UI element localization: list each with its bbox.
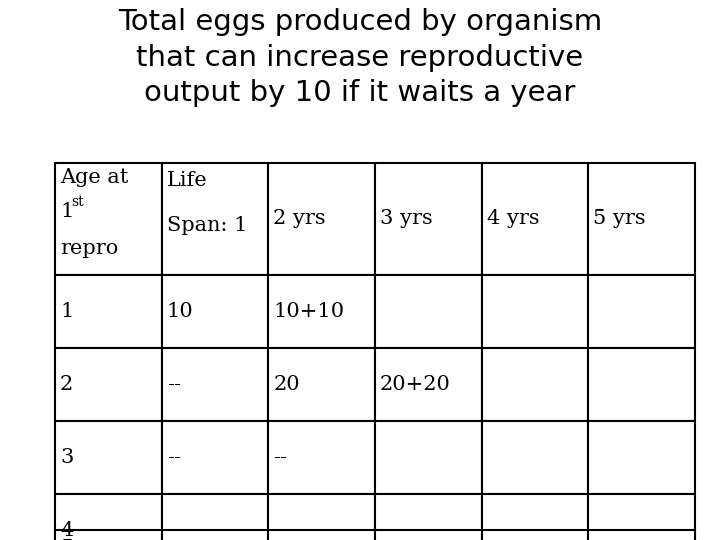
Bar [588,348,695,421]
Text: 3 yrs: 3 yrs [380,210,433,228]
Text: 2 yrs: 2 yrs [274,210,326,228]
Text: 2: 2 [60,375,73,394]
Bar [269,421,375,494]
Bar [375,530,482,540]
Text: 4: 4 [60,521,73,540]
Bar [482,163,588,275]
Text: --: -- [166,448,181,467]
Bar [588,530,695,540]
Text: --: -- [380,539,394,540]
Bar [375,163,482,275]
Text: Age at: Age at [60,168,128,187]
Bar [55,421,162,494]
Text: --: -- [166,539,181,540]
Text: 20: 20 [274,375,300,394]
Text: --: -- [274,448,287,467]
Bar [162,348,269,421]
Bar [482,275,588,348]
Bar [375,275,482,348]
Bar [482,494,588,540]
Text: --: -- [274,521,287,540]
Bar [482,348,588,421]
Bar [375,494,482,540]
Bar [375,348,482,421]
Text: 1: 1 [60,302,73,321]
Bar [55,275,162,348]
Bar [162,530,269,540]
Text: Life: Life [166,171,207,190]
Bar [162,494,269,540]
Text: 1: 1 [60,202,73,221]
Bar [588,163,695,275]
Bar [269,348,375,421]
Text: repro: repro [60,239,118,258]
Text: --: -- [166,375,181,394]
Text: 3: 3 [60,448,73,467]
Text: --: -- [380,521,394,540]
Bar [588,494,695,540]
Text: 4 yrs: 4 yrs [487,210,539,228]
Text: --: -- [487,539,500,540]
Bar [588,421,695,494]
Bar [162,421,269,494]
Bar [55,348,162,421]
Text: 10+10: 10+10 [274,302,344,321]
Bar [55,494,162,540]
Bar [375,421,482,494]
Text: 20+20: 20+20 [380,375,451,394]
Text: 5: 5 [60,539,73,540]
Text: --: -- [166,521,181,540]
Text: 5 yrs: 5 yrs [593,210,646,228]
Text: Span: 1: Span: 1 [166,216,247,235]
Bar [269,494,375,540]
Text: --: -- [274,539,287,540]
Bar [269,163,375,275]
Text: 10: 10 [166,302,194,321]
Bar [588,275,695,348]
Bar [269,275,375,348]
Text: st: st [71,195,84,209]
Bar [55,163,162,275]
Text: Total eggs produced by organism
that can increase reproductive
output by 10 if i: Total eggs produced by organism that can… [118,8,602,107]
Bar [482,530,588,540]
Bar [482,421,588,494]
Bar [162,275,269,348]
Bar [55,530,162,540]
Bar [269,530,375,540]
Bar [162,163,269,275]
